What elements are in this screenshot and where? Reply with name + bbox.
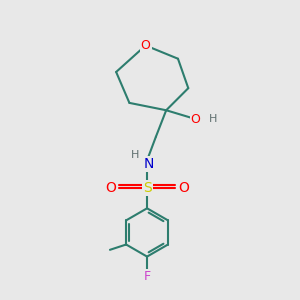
- Text: F: F: [143, 270, 151, 283]
- Text: S: S: [143, 181, 152, 195]
- Text: H: H: [130, 150, 139, 160]
- Text: O: O: [105, 181, 116, 195]
- Text: O: O: [178, 181, 189, 195]
- Text: O: O: [191, 112, 201, 126]
- Text: O: O: [141, 39, 151, 52]
- Text: N: N: [143, 157, 154, 171]
- Text: H: H: [209, 114, 218, 124]
